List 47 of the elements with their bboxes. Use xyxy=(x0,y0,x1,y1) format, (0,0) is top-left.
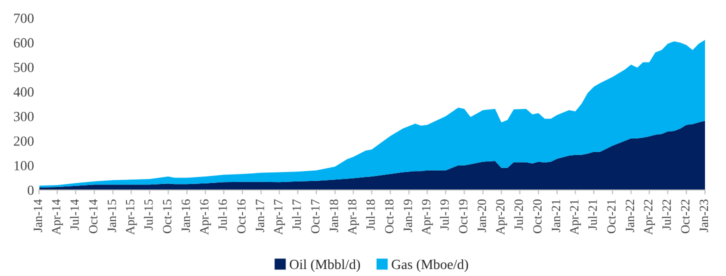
x-tick-label: Oct-15 xyxy=(163,200,172,234)
y-tick-label: 500 xyxy=(14,62,34,72)
x-tick-label: Oct-14 xyxy=(89,199,98,234)
legend-label: Gas (Mboe/d) xyxy=(392,259,468,272)
x-tick-label: Jul-14 xyxy=(70,199,79,230)
x-tick-label: Jan-16 xyxy=(182,199,190,232)
y-tick-label: 100 xyxy=(14,161,34,170)
x-tick-label: Apr-14 xyxy=(52,199,63,235)
x-tick-label: Apr-20 xyxy=(496,200,508,235)
y-tick-label: 400 xyxy=(14,87,34,97)
x-tick-label: Jul-21 xyxy=(588,200,597,230)
x-tick-label: Jan-14 xyxy=(34,199,42,232)
x-tick-label: Jul-19 xyxy=(440,200,449,230)
x-tick-label: Apr-16 xyxy=(200,199,212,235)
x-tick-label: Jan-20 xyxy=(478,200,486,232)
x-tick-label: Jul-16 xyxy=(218,199,227,230)
y-tick-label: 700 xyxy=(14,14,34,23)
x-tick-label: Oct-17 xyxy=(311,199,320,234)
x-tick-label: Jul-18 xyxy=(366,200,375,230)
y-tick-label: 300 xyxy=(14,112,34,122)
x-tick-label: Oct-20 xyxy=(533,200,542,234)
x-tick-label: Jan-17 xyxy=(256,199,264,232)
x-tick-label: Jan-23 xyxy=(700,200,708,232)
x-tick-label: Oct-22 xyxy=(681,200,690,234)
x-tick-label: Apr-18 xyxy=(348,200,359,235)
y-tick-label: 0 xyxy=(28,186,34,195)
x-tick-label: Jul-20 xyxy=(514,200,523,230)
x-tick-label: Jan-15 xyxy=(108,200,116,232)
x-tick-label: Oct-18 xyxy=(385,200,394,234)
x-tick-label: Jan-19 xyxy=(404,200,412,232)
x-tick-label: Apr-17 xyxy=(274,199,285,235)
x-tick-label: Apr-15 xyxy=(126,200,137,235)
x-tick-label: Apr-22 xyxy=(644,200,655,235)
y-tick-label: 200 xyxy=(14,136,34,146)
x-tick-label: Apr-21 xyxy=(570,200,581,235)
x-tick-label: Jan-22 xyxy=(626,200,634,232)
y-tick-label: 600 xyxy=(14,38,34,48)
x-tick-label: Oct-16 xyxy=(237,199,246,234)
x-tick-label: Oct-19 xyxy=(459,200,468,234)
x-tick-label: Jan-21 xyxy=(552,200,560,232)
x-tick-label: Apr-19 xyxy=(422,200,433,235)
x-tick-label: Jul-17 xyxy=(292,199,301,230)
legend-label: Oil (Mbbl/d) xyxy=(290,259,360,272)
x-tick-label: Jul-22 xyxy=(662,200,671,230)
x-tick-label: Jul-15 xyxy=(144,200,153,230)
x-tick-label: Jan-18 xyxy=(330,200,338,232)
x-tick-label: Oct-21 xyxy=(607,200,616,234)
